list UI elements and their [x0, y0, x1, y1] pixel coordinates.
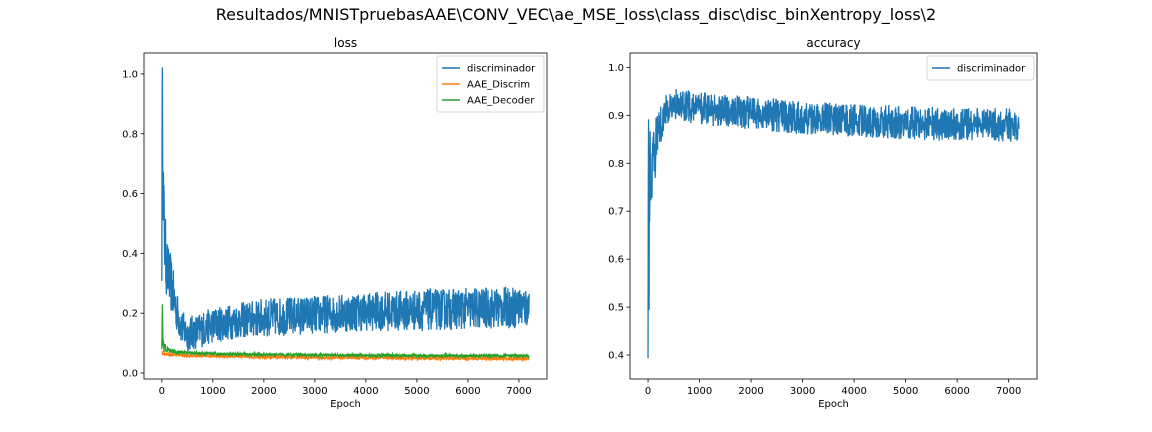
y-tick-label: 0.6 [608, 255, 624, 266]
y-tick-label: 0.7 [608, 207, 624, 218]
y-tick-label: 0.5 [608, 303, 624, 314]
chart-0: loss Epoch 0 1000 2000 3000 4000 5000 6000 7000 0.… [122, 36, 548, 410]
x-tick-label: 3000 [790, 386, 815, 397]
x-tick-label: 2000 [251, 386, 276, 397]
legend: discriminador [926, 55, 1035, 81]
x-tick-label: 5000 [893, 386, 918, 397]
x-tick-label: 6000 [944, 386, 969, 397]
x-tick-label: 0 [645, 386, 651, 397]
x-tick-label: 7000 [506, 386, 531, 397]
x-tick-label: 6000 [455, 386, 480, 397]
x-tick-label: 7000 [996, 386, 1021, 397]
y-tick-label: 0.0 [122, 369, 138, 380]
x-tick-label: 2000 [738, 386, 763, 397]
x-axis-label: Epoch [330, 399, 361, 410]
y-tick-label: 0.2 [122, 309, 138, 320]
legend-label-discriminador: discriminador [467, 64, 536, 75]
y-tick-label: 0.4 [122, 249, 138, 260]
legend-label-discriminador: discriminador [957, 64, 1026, 75]
x-axis-label: Epoch [818, 399, 849, 410]
legend-label-AAE_Discrim: AAE_Discrim [467, 80, 530, 91]
x-tick-label: 1000 [687, 386, 712, 397]
y-tick-label: 1.0 [608, 63, 624, 74]
series-line-AAE_Decoder [161, 304, 530, 360]
axes-frame [629, 52, 1038, 380]
x-tick-label: 4000 [353, 386, 378, 397]
y-tick-label: 0.4 [608, 351, 624, 362]
x-tick-label: 3000 [302, 386, 327, 397]
plot-area [647, 89, 1020, 359]
x-tick-label: 0 [159, 386, 165, 397]
plot-area [161, 67, 530, 363]
chart-title: accuracy [806, 36, 860, 50]
x-tick-label: 1000 [200, 386, 225, 397]
series-line-discriminador [647, 89, 1020, 359]
legend-frame [926, 55, 1035, 81]
legend-label-AAE_Decoder: AAE_Decoder [467, 96, 535, 107]
figure-suptitle: Resultados/MNISTpruebasAAE\CONV_VEC\ae_M… [215, 5, 937, 24]
series-line-discriminador [161, 67, 530, 352]
y-tick-label: 0.6 [122, 189, 138, 200]
x-tick-label: 4000 [841, 386, 866, 397]
y-tick-label: 1.0 [122, 69, 138, 80]
legend-frame [436, 55, 545, 113]
axes-frame [143, 52, 548, 380]
chart-1: accuracy Epoch 0 1000 2000 3000 4000 5000 6000 70… [608, 36, 1038, 410]
chart-title: loss [334, 36, 357, 50]
y-tick-label: 0.8 [608, 159, 624, 170]
y-tick-label: 0.8 [122, 129, 138, 140]
x-tick-label: 5000 [404, 386, 429, 397]
legend: discriminador AAE_Discrim AAE_Decoder [436, 55, 545, 113]
y-tick-label: 0.9 [608, 111, 624, 122]
